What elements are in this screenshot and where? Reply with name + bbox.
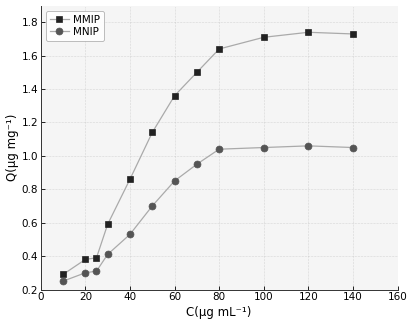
- MMIP: [195, 71, 199, 74]
- MNIP: [195, 162, 199, 166]
- MNIP: [105, 253, 110, 256]
- MNIP: [128, 232, 133, 236]
- MNIP: [150, 204, 155, 208]
- MMIP: [261, 35, 266, 39]
- Line: MNIP: MNIP: [59, 142, 356, 285]
- MNIP: [261, 146, 266, 150]
- MMIP: [83, 257, 88, 261]
- MNIP: [351, 146, 356, 150]
- MMIP: [217, 47, 222, 51]
- MMIP: [105, 222, 110, 226]
- MMIP: [94, 256, 99, 260]
- MNIP: [172, 179, 177, 183]
- MMIP: [61, 273, 66, 277]
- Legend: MMIP, MNIP: MMIP, MNIP: [46, 11, 104, 41]
- MNIP: [94, 269, 99, 273]
- MNIP: [61, 279, 66, 283]
- MMIP: [351, 32, 356, 36]
- MMIP: [306, 30, 311, 34]
- MMIP: [150, 131, 155, 135]
- MMIP: [172, 94, 177, 98]
- Line: MMIP: MMIP: [60, 29, 356, 278]
- MMIP: [128, 177, 133, 181]
- MNIP: [83, 271, 88, 275]
- X-axis label: C(μg mL⁻¹): C(μg mL⁻¹): [186, 306, 252, 319]
- Y-axis label: Q(μg mg⁻¹): Q(μg mg⁻¹): [5, 114, 19, 181]
- MNIP: [217, 147, 222, 151]
- MNIP: [306, 144, 311, 148]
